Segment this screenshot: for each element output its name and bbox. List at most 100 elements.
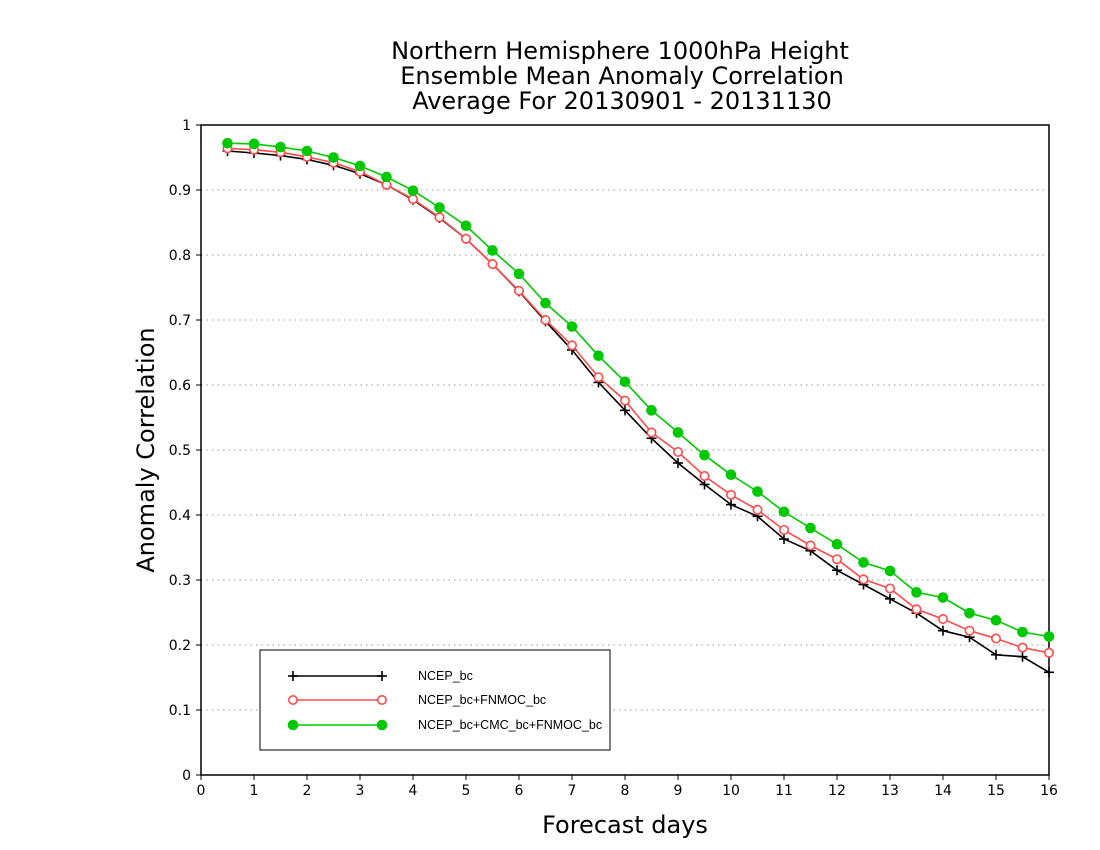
- data-point: [858, 574, 869, 585]
- data-point: [911, 604, 922, 615]
- data-point: [460, 220, 472, 232]
- y-tick-label: 0.3: [169, 573, 191, 589]
- y-tick-label: 0.8: [169, 248, 191, 264]
- data-point: [778, 506, 790, 518]
- x-tick-label: 10: [722, 783, 740, 799]
- y-tick-label: 0.4: [169, 508, 191, 524]
- data-point: [1017, 651, 1028, 662]
- data-point: [884, 565, 896, 577]
- data-point: [937, 592, 949, 603]
- x-tick-label: 15: [987, 783, 1005, 799]
- x-axis-title: Forecast days: [542, 811, 708, 839]
- x-tick-label: 3: [356, 783, 365, 799]
- legend: NCEP_bc NCEP_bc+FNMOC_bc NCEP_bc+CMC_bc+FN…: [259, 649, 611, 751]
- data-point: [699, 449, 710, 461]
- data-point: [287, 719, 299, 731]
- data-point: [487, 245, 498, 256]
- legend-entry: NCEP_bc+CMC_bc+FNMOC_bc: [287, 718, 602, 732]
- data-point: [288, 671, 298, 681]
- data-point: [964, 607, 975, 619]
- y-tick-label: 0.2: [169, 638, 191, 654]
- data-point: [911, 587, 922, 598]
- data-point: [407, 185, 419, 196]
- data-point: [937, 613, 948, 624]
- data-point: [752, 504, 763, 515]
- data-point: [540, 314, 551, 325]
- data-point: [858, 557, 869, 568]
- data-point: [301, 145, 313, 157]
- y-tick-label: 0.5: [169, 443, 191, 459]
- data-point: [377, 671, 387, 681]
- x-tick-label: 16: [1040, 783, 1058, 799]
- data-point: [487, 259, 498, 270]
- series-ncep-bc-fnmoc-bc: [222, 143, 1055, 658]
- axes: 00.10.20.30.40.50.60.70.80.910 1 2 3 4 5 6 7 8 9 1…: [169, 118, 1058, 799]
- data-point: [991, 649, 1001, 660]
- data-point: [990, 633, 1001, 644]
- data-point: [805, 540, 816, 551]
- data-point: [275, 141, 286, 153]
- data-point: [619, 376, 631, 388]
- y-tick-label: 0.1: [169, 703, 191, 719]
- data-point: [725, 489, 736, 500]
- data-point: [938, 625, 948, 636]
- data-point: [832, 565, 842, 576]
- legend-entry: NCEP_bc+FNMOC_bc: [287, 693, 546, 707]
- y-tick-label: 0.7: [169, 313, 191, 329]
- legend-label: NCEP_bc+CMC_bc+FNMOC_bc: [418, 718, 602, 732]
- x-tick-label: 7: [568, 783, 577, 799]
- x-tick-label: 8: [621, 783, 630, 799]
- data-point: [434, 202, 445, 213]
- data-point: [354, 160, 366, 172]
- data-point: [964, 625, 975, 636]
- series-lines: [222, 137, 1055, 678]
- data-point: [699, 470, 710, 481]
- chart-subtitle-line: Ensemble Mean Anomaly Correlation: [400, 62, 844, 90]
- data-point: [778, 524, 789, 535]
- x-tick-label: 13: [881, 783, 899, 799]
- y-tick-label: 0.9: [169, 183, 191, 199]
- data-point: [672, 446, 683, 457]
- data-point: [434, 212, 445, 223]
- legend-label: NCEP_bc+FNMOC_bc: [418, 693, 546, 707]
- y-tick-label: 0.6: [169, 378, 191, 394]
- data-point: [513, 268, 525, 280]
- x-tick-label: 4: [409, 783, 418, 799]
- x-tick-label: 5: [462, 783, 471, 799]
- y-tick-label: 0: [182, 768, 191, 784]
- data-point: [831, 554, 842, 565]
- x-tick-label: 2: [303, 783, 312, 799]
- data-point: [699, 479, 710, 490]
- x-tick-label: 0: [197, 783, 206, 799]
- chart-period-line: Average For 20130901 - 20131130: [412, 87, 832, 115]
- data-point: [885, 593, 895, 604]
- data-point: [1044, 667, 1054, 678]
- data-point: [381, 171, 392, 183]
- data-point: [222, 137, 233, 149]
- data-point: [287, 694, 298, 705]
- y-axis-title: Anomaly Correlation: [132, 327, 160, 572]
- data-point: [566, 340, 577, 351]
- data-point: [460, 233, 471, 244]
- data-point: [540, 297, 551, 309]
- legend-entry: NCEP_bc: [288, 669, 473, 683]
- data-point: [407, 194, 418, 205]
- series-line: [227, 147, 1050, 654]
- data-point: [646, 405, 657, 416]
- data-point: [646, 427, 657, 438]
- data-point: [376, 694, 387, 705]
- data-point: [725, 469, 737, 481]
- data-point: [619, 395, 630, 406]
- data-point: [1043, 631, 1055, 642]
- data-point: [593, 372, 604, 383]
- x-tick-label: 14: [934, 783, 952, 799]
- legend-label: NCEP_bc: [418, 669, 473, 683]
- data-point: [831, 538, 843, 550]
- grid: [201, 189, 1049, 711]
- data-point: [513, 285, 524, 296]
- data-point: [672, 427, 684, 438]
- y-tick-label: 1: [182, 118, 191, 134]
- chart-title: Northern Hemisphere 1000hPa Height Ensem…: [391, 37, 849, 115]
- data-point: [1044, 647, 1055, 658]
